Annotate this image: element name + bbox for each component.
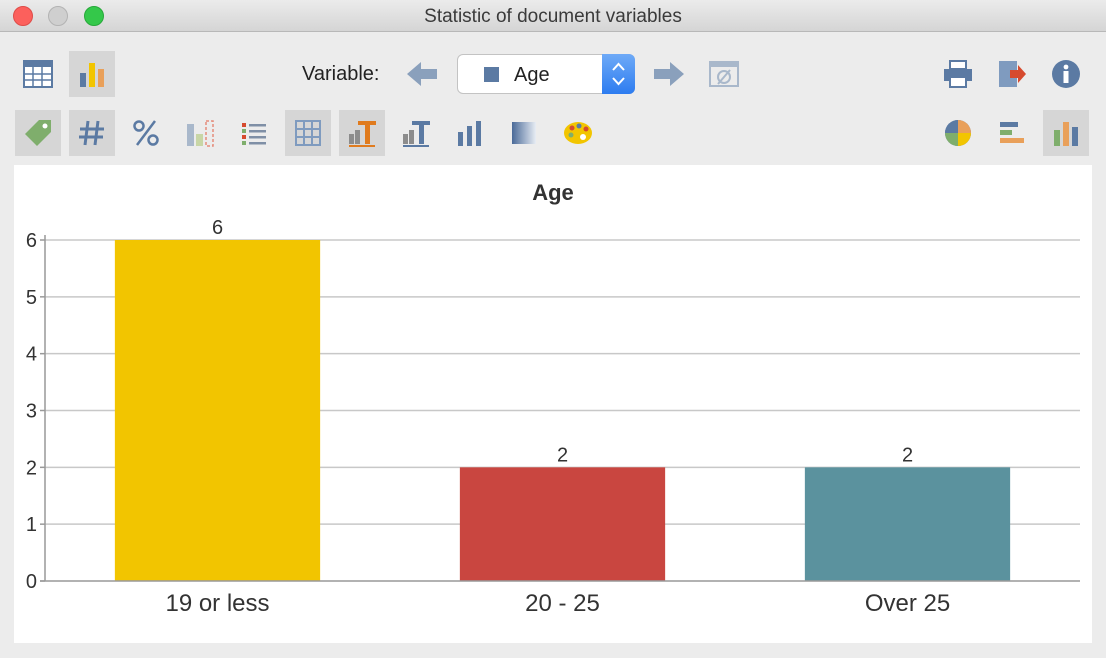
data-label: 2: [557, 444, 568, 466]
tag-icon: [25, 120, 51, 146]
zoom-window-button[interactable]: [84, 6, 104, 26]
variable-label: Variable:: [302, 63, 380, 85]
hash-icon: [79, 120, 104, 146]
bar: [804, 467, 1011, 581]
absolute-frequency-button[interactable]: [69, 110, 115, 156]
window-title: Statistic of document variables: [424, 6, 682, 27]
info-icon: [1052, 60, 1080, 88]
variable-color-swatch: [484, 67, 499, 82]
gridlines-button[interactable]: [285, 110, 331, 156]
title-bar: Statistic of document variables: [0, 0, 1106, 32]
chart-area: Age 0 1 2 3 4 5 6 6 19 or less 2 20 - 25 2 Over 25: [14, 165, 1092, 643]
y-tick-label: 0: [26, 571, 37, 593]
horizontal-bar-icon: [1000, 122, 1024, 143]
gradient-icon: [512, 122, 536, 144]
value-labels-button[interactable]: [339, 110, 385, 156]
close-window-button[interactable]: [13, 6, 33, 26]
data-label: 2: [902, 444, 913, 466]
info-button[interactable]: [1043, 51, 1089, 97]
select-stepper[interactable]: [602, 54, 635, 94]
y-tick-label: 4: [26, 344, 37, 366]
bar: [114, 240, 321, 581]
chevron-up-down-icon: [612, 62, 625, 86]
y-tick-label: 3: [26, 401, 37, 423]
y-tick-label: 5: [26, 287, 37, 309]
export-button[interactable]: [989, 51, 1035, 97]
list-button[interactable]: [231, 110, 277, 156]
palette-icon: [564, 122, 592, 144]
x-tick-label: 19 or less: [165, 590, 269, 617]
table-icon: [23, 60, 53, 88]
vertical-bar-icon: [1054, 122, 1078, 146]
variable-select[interactable]: Age: [457, 54, 635, 94]
variable-select-value: Age: [514, 64, 550, 86]
axis-labels-button[interactable]: [393, 110, 439, 156]
y-tick-label: 2: [26, 457, 37, 479]
chart-view-button[interactable]: [69, 51, 115, 97]
percent-button[interactable]: [123, 110, 169, 156]
pie-chart-button[interactable]: [935, 110, 981, 156]
bar-style-button[interactable]: [447, 110, 493, 156]
y-tick-label: 6: [26, 230, 37, 252]
list-icon: [242, 123, 266, 145]
color-palette-button[interactable]: [555, 110, 601, 156]
table-view-button[interactable]: [15, 51, 61, 97]
x-tick-label: 20 - 25: [525, 590, 600, 617]
bar-chart-icon: [80, 63, 104, 87]
x-tick-label: Over 25: [865, 590, 950, 617]
print-button[interactable]: [935, 51, 981, 97]
printer-icon: [944, 60, 972, 88]
previous-variable-button[interactable]: [399, 51, 445, 97]
minimize-window-button[interactable]: [48, 6, 68, 26]
percent-icon: [133, 120, 159, 146]
bar-chart-blue-icon: [458, 121, 481, 146]
y-tick-label: 1: [26, 514, 37, 536]
arrow-right-icon: [654, 62, 684, 86]
bar-chart: Age 0 1 2 3 4 5 6 6 19 or less 2 20 - 25 2 Over 25: [26, 180, 1080, 617]
vertical-bar-button[interactable]: [1043, 110, 1089, 156]
horizontal-bar-button[interactable]: [989, 110, 1035, 156]
chart-title: Age: [532, 180, 574, 205]
grid-icon: [295, 120, 321, 146]
missing-values-button[interactable]: [177, 110, 223, 156]
bar-text-icon: [349, 121, 376, 147]
gradient-button[interactable]: [501, 110, 547, 156]
bar: [459, 467, 666, 581]
export-icon: [999, 61, 1026, 87]
show-labels-button[interactable]: [15, 110, 61, 156]
next-variable-button[interactable]: [646, 51, 692, 97]
empty-set-icon: [709, 61, 739, 87]
axis-text-icon: [403, 121, 430, 147]
missing-bar-icon: [187, 120, 214, 147]
exclude-empty-button[interactable]: [701, 51, 747, 97]
arrow-left-icon: [407, 62, 437, 86]
pie-chart-icon: [945, 120, 971, 146]
data-label: 6: [212, 217, 223, 239]
